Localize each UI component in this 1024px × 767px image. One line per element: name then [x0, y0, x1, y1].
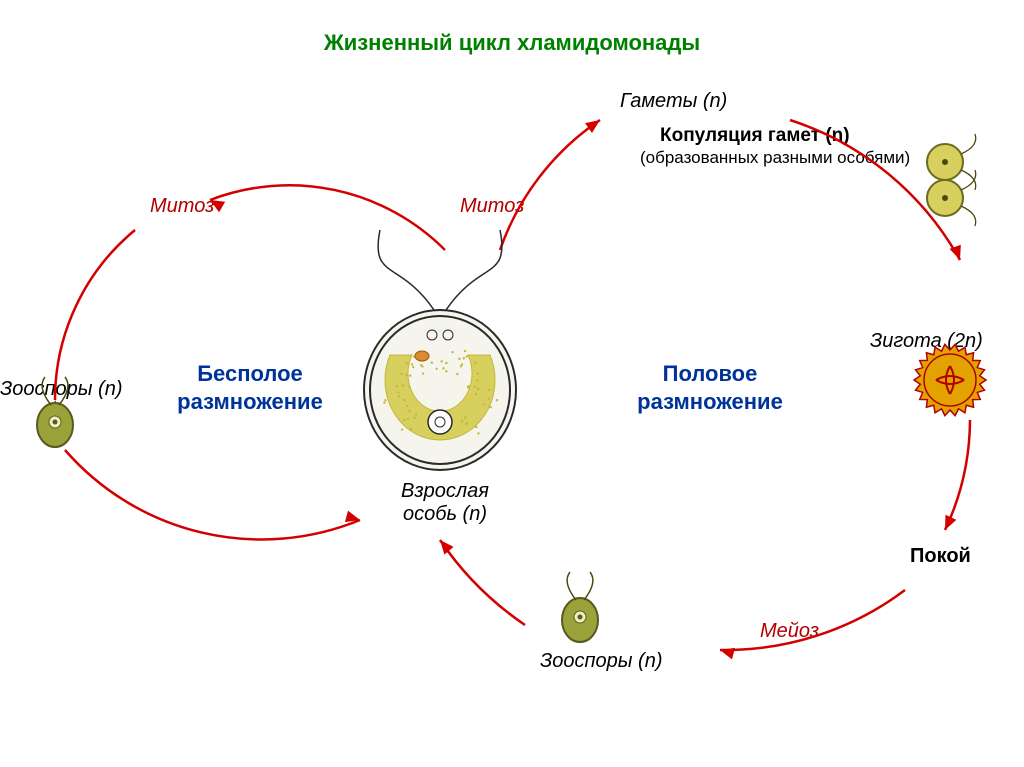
- label-adult: Взрослая особь (n): [360, 480, 530, 526]
- label-zoospores-bottom: Зооспоры (n): [540, 650, 663, 673]
- label-meiosis: Мейоз: [760, 620, 819, 643]
- zoospore-bottom: [562, 572, 598, 642]
- label-mitosis-left: Митоз: [150, 195, 214, 218]
- label-adult-1: Взрослая: [401, 480, 489, 502]
- label-copulation: Копуляция гамет (n): [660, 125, 850, 147]
- section-asexual-text: Бесполоеразмножение: [177, 361, 323, 414]
- zygote-cell: [914, 344, 986, 415]
- label-gametes: Гаметы (n): [620, 90, 727, 113]
- diagram-title: Жизненный цикл хламидомонады: [0, 30, 1024, 56]
- section-sexual: Половоеразмножение: [600, 360, 820, 415]
- section-asexual: Бесполоеразмножение: [150, 360, 350, 415]
- section-sexual-text: Половоеразмножение: [637, 361, 783, 414]
- adult-cell: [364, 230, 516, 470]
- label-copulation-sub: (образованных разными особями): [640, 148, 910, 168]
- diagram-stage: Жизненный цикл хламидомонады Бесполоераз…: [0, 0, 1024, 767]
- label-adult-2: особь (n): [403, 503, 487, 525]
- label-zygote: Зигота (2n): [870, 330, 983, 353]
- label-mitosis-right: Митоз: [460, 195, 524, 218]
- gamete-pair: [927, 134, 976, 226]
- label-zoospores-left: Зооспоры (n): [0, 378, 140, 401]
- label-rest: Покой: [910, 545, 971, 568]
